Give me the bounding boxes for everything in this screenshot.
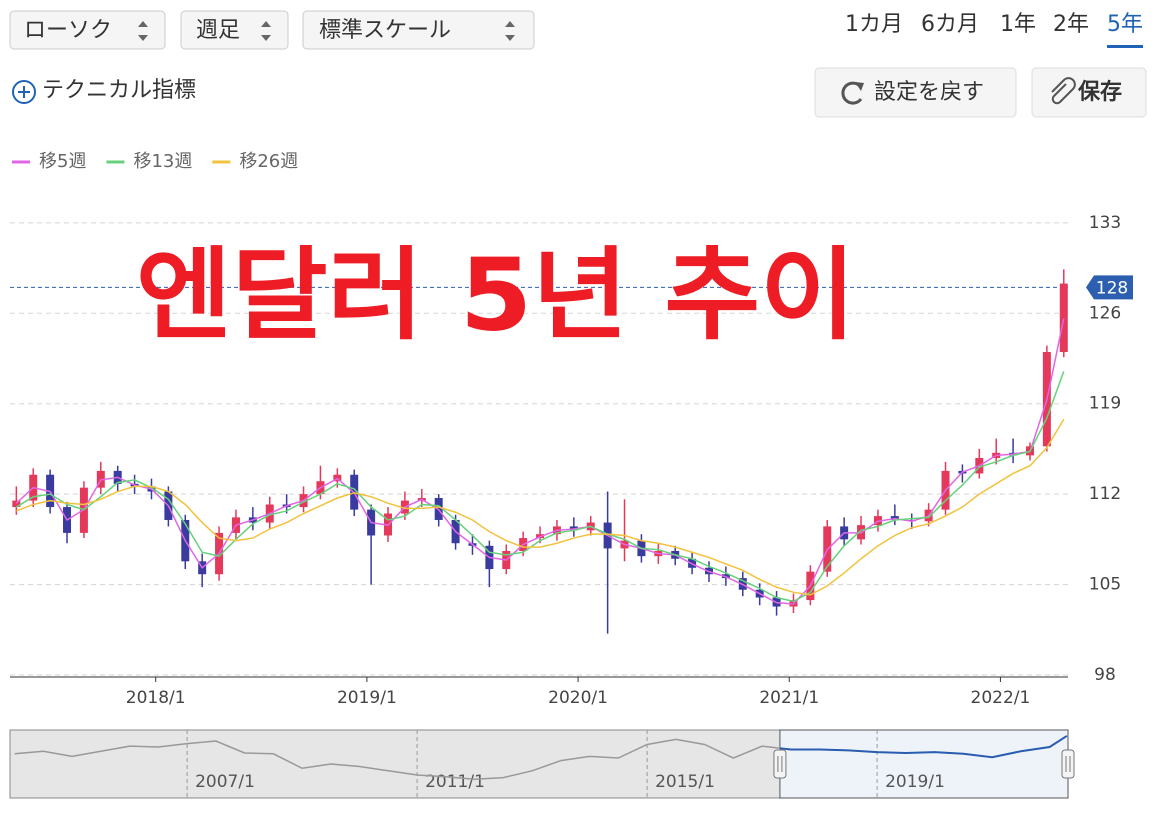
button-box[interactable] — [1031, 67, 1147, 118]
moving-average — [16, 418, 1065, 596]
chart-type-dropdown[interactable]: ローソク — [9, 10, 166, 50]
dropdown-box[interactable] — [180, 10, 289, 50]
x-tick-label: 2022/1 — [971, 688, 1031, 708]
navigator[interactable]: 2007/1 2011/1 2015/1 2019/1 — [9, 729, 1075, 799]
moving-average — [15, 318, 1065, 605]
navigator-handle[interactable] — [773, 749, 787, 779]
legend-label: 移5週 — [39, 151, 86, 172]
x-tick-label: 2020/1 — [548, 688, 608, 708]
period-tab[interactable]: 1カ月 — [845, 12, 903, 37]
navigator-tick-label: 2007/1 — [195, 772, 255, 792]
reset-label[interactable]: 設定を戻す — [874, 80, 984, 105]
technical-label[interactable]: テクニカル指標 — [42, 78, 196, 103]
period-tab[interactable]: 1年 — [1000, 12, 1036, 37]
price-tag-label: 128 — [1096, 278, 1128, 298]
reset-icon[interactable] — [841, 81, 863, 105]
moving-average — [15, 371, 1065, 603]
y-tick-label: 98 — [1094, 665, 1116, 685]
x-tick-label: 2021/1 — [759, 688, 819, 708]
x-tick-label: 2019/1 — [337, 688, 397, 708]
navigator-line-selected — [779, 735, 1068, 759]
main-chart: 98 105 112 119 126 133 2018/1 2019/1 2020/1 2021/… — [10, 213, 1133, 708]
legend-label: 移13週 — [133, 151, 192, 172]
scale-dropdown[interactable]: 標準スケール — [302, 10, 535, 50]
dropdown-arrow[interactable] — [505, 21, 515, 41]
navigator-tick-label: 2011/1 — [425, 772, 485, 792]
dropdown-box[interactable] — [9, 10, 166, 50]
period-tab[interactable]: 2年 — [1053, 12, 1089, 37]
button-box[interactable] — [814, 67, 1017, 118]
plus-icon[interactable] — [12, 80, 36, 104]
price-tag — [1086, 275, 1133, 300]
overlay-title: 엔달러 5년 추이 — [136, 236, 856, 353]
dropdown-label[interactable]: 標準スケール — [319, 18, 451, 43]
navigator-tick-label: 2015/1 — [655, 772, 715, 792]
dropdown-label[interactable]: 週足 — [196, 18, 240, 43]
save-button[interactable]: 保存 — [1031, 67, 1147, 118]
dropdown-label[interactable]: ローソク — [24, 18, 112, 43]
y-tick-label: 112 — [1089, 484, 1121, 504]
navigator-handle[interactable] — [1061, 749, 1075, 779]
navigator-selection[interactable] — [779, 729, 1069, 799]
navigator-handle-grip[interactable] — [777, 756, 783, 772]
period-tabs: 1カ月 6カ月 1年 2年 5年 — [845, 12, 1143, 48]
legend-label: 移26週 — [239, 151, 298, 172]
active-underline — [1107, 45, 1143, 48]
reset-button[interactable]: 設定を戻す — [814, 67, 1017, 118]
navigator-handle-grip[interactable] — [1065, 756, 1071, 772]
dropdown-arrow[interactable] — [138, 21, 148, 41]
y-tick-label: 119 — [1089, 394, 1121, 414]
x-tick-label: 2018/1 — [126, 688, 186, 708]
y-tick-label: 126 — [1089, 303, 1121, 323]
legend: 移5週 移13週 移26週 — [12, 151, 298, 172]
candle-body — [12, 500, 21, 508]
clip-icon[interactable] — [1051, 77, 1076, 105]
save-label[interactable]: 保存 — [1077, 79, 1122, 105]
technical-button[interactable]: テクニカル指標 — [12, 78, 196, 104]
reset-icon[interactable] — [855, 82, 864, 91]
y-tick-label: 133 — [1089, 213, 1121, 233]
y-tick-label: 105 — [1089, 575, 1121, 595]
dropdown-box[interactable] — [302, 10, 535, 50]
interval-dropdown[interactable]: 週足 — [180, 10, 289, 50]
plus-icon[interactable] — [18, 86, 30, 98]
candle-body — [1059, 283, 1068, 353]
dropdown-arrow[interactable] — [261, 21, 271, 41]
period-tab[interactable]: 5年 — [1107, 12, 1143, 37]
navigator-tick-label: 2019/1 — [885, 772, 945, 792]
period-tab[interactable]: 6カ月 — [921, 12, 979, 37]
